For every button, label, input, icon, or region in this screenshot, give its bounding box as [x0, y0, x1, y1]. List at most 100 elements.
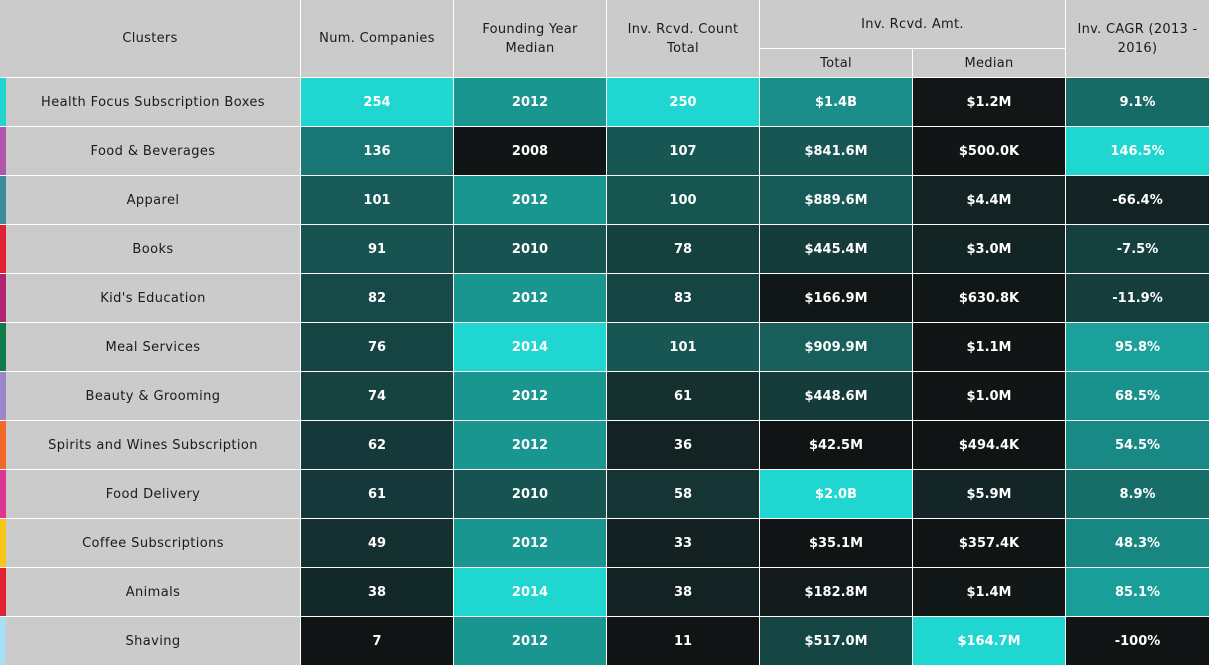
cell-inv-count-total: 61: [607, 372, 759, 420]
cluster-color-marker: [0, 176, 6, 224]
cell-inv-amt-total: $889.6M: [760, 176, 912, 224]
cell-num-companies: 136: [301, 127, 453, 175]
cell-founding-year-median: 2008: [454, 127, 606, 175]
cell-num-companies: 91: [301, 225, 453, 273]
header-inv-amt-group: Inv. Rcvd. Amt.: [760, 0, 1065, 48]
cell-inv-amt-total: $841.6M: [760, 127, 912, 175]
cluster-color-marker: [0, 421, 6, 469]
cell-num-companies: 82: [301, 274, 453, 322]
cell-num-companies: 101: [301, 176, 453, 224]
cell-founding-year-median: 2014: [454, 323, 606, 371]
cell-inv-amt-median: $494.4K: [913, 421, 1065, 469]
cell-founding-year-median: 2012: [454, 176, 606, 224]
cell-founding-year-median: 2012: [454, 274, 606, 322]
cluster-color-marker: [0, 323, 6, 371]
cell-inv-cagr: 8.9%: [1066, 470, 1209, 518]
cell-founding-year-median: 2012: [454, 78, 606, 126]
cluster-color-marker: [0, 519, 6, 567]
cell-num-companies: 61: [301, 470, 453, 518]
row-label-cluster: Beauty & Grooming: [6, 372, 300, 420]
header-inv-amt-total: Total: [760, 49, 912, 77]
cell-inv-cagr: 9.1%: [1066, 78, 1209, 126]
cell-inv-amt-total: $445.4M: [760, 225, 912, 273]
cell-founding-year-median: 2012: [454, 421, 606, 469]
row-label-cluster: Kid's Education: [6, 274, 300, 322]
cell-founding-year-median: 2012: [454, 519, 606, 567]
cluster-color-marker: [0, 470, 6, 518]
cell-inv-amt-total: $42.5M: [760, 421, 912, 469]
cell-inv-cagr: -11.9%: [1066, 274, 1209, 322]
cell-inv-amt-total: $2.0B: [760, 470, 912, 518]
cell-founding-year-median: 2014: [454, 568, 606, 616]
cluster-color-marker: [0, 274, 6, 322]
row-label-cluster: Shaving: [6, 617, 300, 665]
row-label-cluster: Meal Services: [6, 323, 300, 371]
cell-inv-cagr: 54.5%: [1066, 421, 1209, 469]
cell-inv-amt-median: $630.8K: [913, 274, 1065, 322]
cell-inv-count-total: 36: [607, 421, 759, 469]
cell-inv-cagr: 146.5%: [1066, 127, 1209, 175]
cell-inv-cagr: -66.4%: [1066, 176, 1209, 224]
cluster-color-marker: [0, 225, 6, 273]
row-label-cluster: Animals: [6, 568, 300, 616]
cell-inv-amt-total: $909.9M: [760, 323, 912, 371]
cell-num-companies: 62: [301, 421, 453, 469]
cell-inv-amt-total: $35.1M: [760, 519, 912, 567]
cell-inv-amt-median: $357.4K: [913, 519, 1065, 567]
cell-inv-count-total: 250: [607, 78, 759, 126]
header-inv-amt-median: Median: [913, 49, 1065, 77]
header-clusters: Clusters: [0, 0, 300, 77]
cell-inv-amt-median: $164.7M: [913, 617, 1065, 665]
cell-inv-cagr: 48.3%: [1066, 519, 1209, 567]
cell-num-companies: 7: [301, 617, 453, 665]
cell-inv-count-total: 78: [607, 225, 759, 273]
cell-inv-amt-total: $1.4B: [760, 78, 912, 126]
cell-inv-cagr: 68.5%: [1066, 372, 1209, 420]
cluster-color-marker: [0, 568, 6, 616]
cell-inv-count-total: 11: [607, 617, 759, 665]
cell-inv-count-total: 101: [607, 323, 759, 371]
cell-inv-amt-total: $166.9M: [760, 274, 912, 322]
cell-inv-cagr: 95.8%: [1066, 323, 1209, 371]
header-inv-count-total: Inv. Rcvd. Count Total: [607, 0, 759, 77]
cluster-color-marker: [0, 372, 6, 420]
cell-inv-amt-median: $5.9M: [913, 470, 1065, 518]
cell-inv-cagr: -100%: [1066, 617, 1209, 665]
cell-inv-amt-median: $1.0M: [913, 372, 1065, 420]
header-num-companies: Num. Companies: [301, 0, 453, 77]
cell-inv-cagr: 85.1%: [1066, 568, 1209, 616]
row-label-cluster: Food Delivery: [6, 470, 300, 518]
cell-inv-count-total: 107: [607, 127, 759, 175]
cell-inv-count-total: 83: [607, 274, 759, 322]
cell-inv-amt-median: $4.4M: [913, 176, 1065, 224]
cell-inv-amt-total: $182.8M: [760, 568, 912, 616]
cell-founding-year-median: 2012: [454, 372, 606, 420]
cell-num-companies: 76: [301, 323, 453, 371]
row-label-cluster: Health Focus Subscription Boxes: [6, 78, 300, 126]
cell-inv-count-total: 33: [607, 519, 759, 567]
cell-inv-amt-median: $1.4M: [913, 568, 1065, 616]
header-inv-cagr: Inv. CAGR (2013 -2016): [1066, 0, 1209, 77]
row-label-cluster: Apparel: [6, 176, 300, 224]
cell-inv-count-total: 100: [607, 176, 759, 224]
cell-founding-year-median: 2010: [454, 225, 606, 273]
cluster-color-marker: [0, 617, 6, 665]
cell-num-companies: 49: [301, 519, 453, 567]
cell-num-companies: 254: [301, 78, 453, 126]
cell-founding-year-median: 2010: [454, 470, 606, 518]
cell-founding-year-median: 2012: [454, 617, 606, 665]
row-label-cluster: Food & Beverages: [6, 127, 300, 175]
cell-num-companies: 74: [301, 372, 453, 420]
cell-inv-amt-median: $1.2M: [913, 78, 1065, 126]
cluster-color-marker: [0, 127, 6, 175]
header-founding-year-median: Founding Year Median: [454, 0, 606, 77]
cell-inv-amt-median: $1.1M: [913, 323, 1065, 371]
row-label-cluster: Spirits and Wines Subscription: [6, 421, 300, 469]
cell-inv-cagr: -7.5%: [1066, 225, 1209, 273]
cell-inv-amt-total: $517.0M: [760, 617, 912, 665]
cell-num-companies: 38: [301, 568, 453, 616]
cluster-color-marker: [0, 78, 6, 126]
cell-inv-amt-median: $500.0K: [913, 127, 1065, 175]
cell-inv-amt-median: $3.0M: [913, 225, 1065, 273]
